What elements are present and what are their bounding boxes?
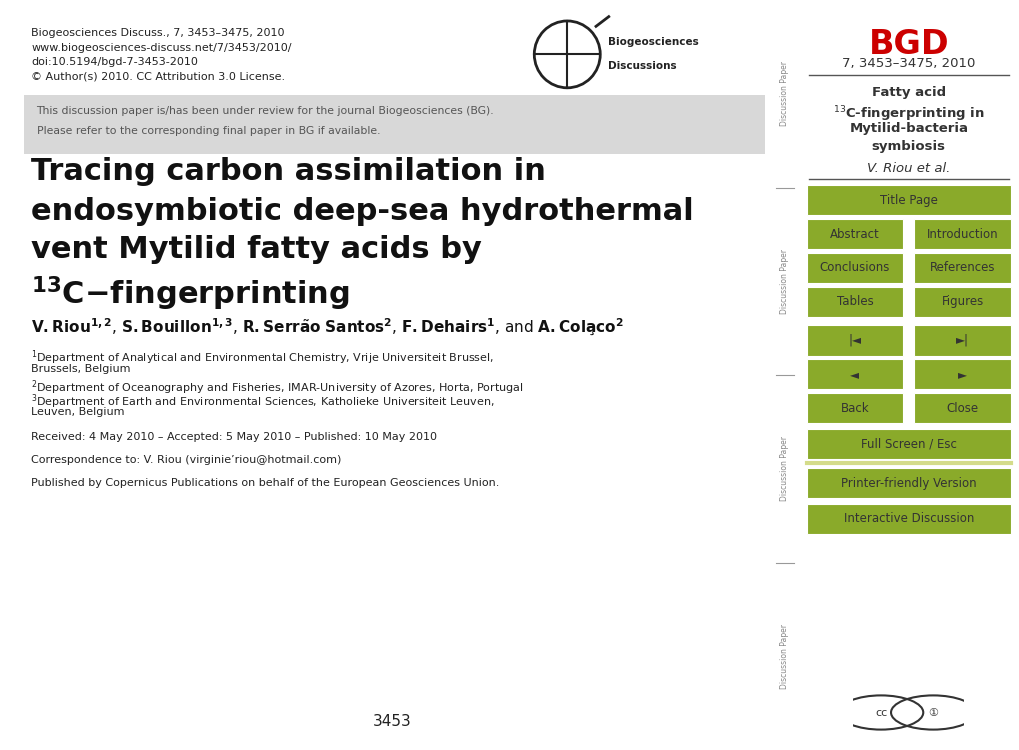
Text: Introduction: Introduction (926, 227, 998, 241)
Text: symbiosis: symbiosis (871, 140, 945, 153)
Text: Conclusions: Conclusions (819, 261, 890, 274)
FancyBboxPatch shape (23, 95, 764, 154)
Text: Abstract: Abstract (829, 227, 879, 241)
Text: $\mathbf{^{13}}$$\mathbf{C}$$\mathbf{-fingerprinting}$: $\mathbf{^{13}}$$\mathbf{C}$$\mathbf{-fi… (32, 274, 350, 313)
Text: Interactive Discussion: Interactive Discussion (843, 512, 973, 526)
Text: References: References (929, 261, 995, 274)
Text: $^3$Department of Earth and Environmental Sciences, Katholieke Universiteit Leuv: $^3$Department of Earth and Environmenta… (32, 392, 494, 411)
Text: Discussion Paper: Discussion Paper (780, 62, 789, 126)
Text: Received: 4 May 2010 – Accepted: 5 May 2010 – Published: 10 May 2010: Received: 4 May 2010 – Accepted: 5 May 2… (32, 432, 437, 442)
Text: $^{13}$C-fingerprinting in: $^{13}$C-fingerprinting in (833, 104, 983, 124)
Text: ◄: ◄ (850, 368, 859, 381)
Text: $^2$Department of Oceanography and Fisheries, IMAR-University of Azores, Horta, : $^2$Department of Oceanography and Fishe… (32, 378, 524, 397)
Text: www.biogeosciences-discuss.net/7/3453/2010/: www.biogeosciences-discuss.net/7/3453/20… (32, 43, 291, 52)
FancyBboxPatch shape (913, 359, 1010, 389)
Text: Close: Close (946, 401, 978, 415)
FancyBboxPatch shape (806, 286, 903, 316)
Text: BGD: BGD (867, 28, 949, 62)
Text: Title Page: Title Page (879, 194, 936, 207)
Text: Discussion Paper: Discussion Paper (780, 624, 789, 688)
Text: Figures: Figures (941, 295, 983, 308)
FancyBboxPatch shape (806, 185, 1010, 215)
FancyBboxPatch shape (806, 429, 1010, 459)
Text: 3453: 3453 (373, 714, 411, 729)
Text: Discussion Paper: Discussion Paper (780, 436, 789, 501)
Text: Correspondence to: V. Riou (virginie’riou@hotmail.com): Correspondence to: V. Riou (virginie’rio… (32, 455, 341, 465)
FancyBboxPatch shape (806, 504, 1010, 534)
Text: Tracing carbon assimilation in: Tracing carbon assimilation in (32, 158, 545, 187)
FancyBboxPatch shape (913, 286, 1010, 316)
Text: Discussion Paper: Discussion Paper (780, 249, 789, 314)
FancyBboxPatch shape (806, 326, 903, 356)
Text: Discussions: Discussions (607, 61, 676, 70)
FancyBboxPatch shape (913, 219, 1010, 249)
FancyBboxPatch shape (806, 219, 903, 249)
Text: Biogeosciences Discuss., 7, 3453–3475, 2010: Biogeosciences Discuss., 7, 3453–3475, 2… (32, 28, 284, 38)
Text: doi:10.5194/bgd-7-3453-2010: doi:10.5194/bgd-7-3453-2010 (32, 57, 198, 67)
Text: $\bf{V. Riou}^{1,2}$, $\bf{S. Bouillon}^{1,3}$, $\bf{R. Serr\~{a}o\ Santos}^{2}$: $\bf{V. Riou}^{1,2}$, $\bf{S. Bouillon}^… (32, 316, 624, 338)
Text: Printer-friendly Version: Printer-friendly Version (841, 476, 975, 490)
Text: Brussels, Belgium: Brussels, Belgium (32, 364, 130, 374)
Text: ►|: ►| (955, 334, 968, 347)
Text: endosymbiotic deep-sea hydrothermal: endosymbiotic deep-sea hydrothermal (32, 196, 693, 226)
Text: |◄: |◄ (848, 334, 861, 347)
Text: Leuven, Belgium: Leuven, Belgium (32, 407, 124, 417)
FancyBboxPatch shape (806, 393, 903, 423)
Text: cc: cc (874, 707, 887, 718)
Text: Mytilid-bacteria: Mytilid-bacteria (849, 122, 967, 135)
Text: Published by Copernicus Publications on behalf of the European Geosciences Union: Published by Copernicus Publications on … (32, 478, 499, 488)
Text: 7, 3453–3475, 2010: 7, 3453–3475, 2010 (842, 57, 974, 70)
Text: Tables: Tables (836, 295, 872, 308)
Text: Please refer to the corresponding final paper in BG if available.: Please refer to the corresponding final … (37, 126, 380, 136)
FancyBboxPatch shape (806, 359, 903, 389)
FancyBboxPatch shape (913, 253, 1010, 283)
FancyBboxPatch shape (806, 253, 903, 283)
FancyBboxPatch shape (913, 393, 1010, 423)
Text: This discussion paper is/has been under review for the journal Biogeosciences (B: This discussion paper is/has been under … (37, 106, 493, 116)
Text: © Author(s) 2010. CC Attribution 3.0 License.: © Author(s) 2010. CC Attribution 3.0 Lic… (32, 71, 285, 81)
Text: Fatty acid: Fatty acid (871, 86, 945, 99)
Text: $^1$Department of Analytical and Environmental Chemistry, Vrije Universiteit Bru: $^1$Department of Analytical and Environ… (32, 349, 494, 368)
Text: V. Riou et al.: V. Riou et al. (866, 162, 950, 175)
FancyBboxPatch shape (806, 468, 1010, 498)
Text: ①: ① (927, 707, 937, 718)
Text: Back: Back (840, 401, 868, 415)
FancyBboxPatch shape (913, 326, 1010, 356)
Text: ►: ► (957, 368, 966, 381)
Text: Biogeosciences: Biogeosciences (607, 37, 698, 47)
Text: Full Screen / Esc: Full Screen / Esc (860, 437, 956, 451)
Text: vent Mytilid fatty acids by: vent Mytilid fatty acids by (32, 236, 482, 265)
